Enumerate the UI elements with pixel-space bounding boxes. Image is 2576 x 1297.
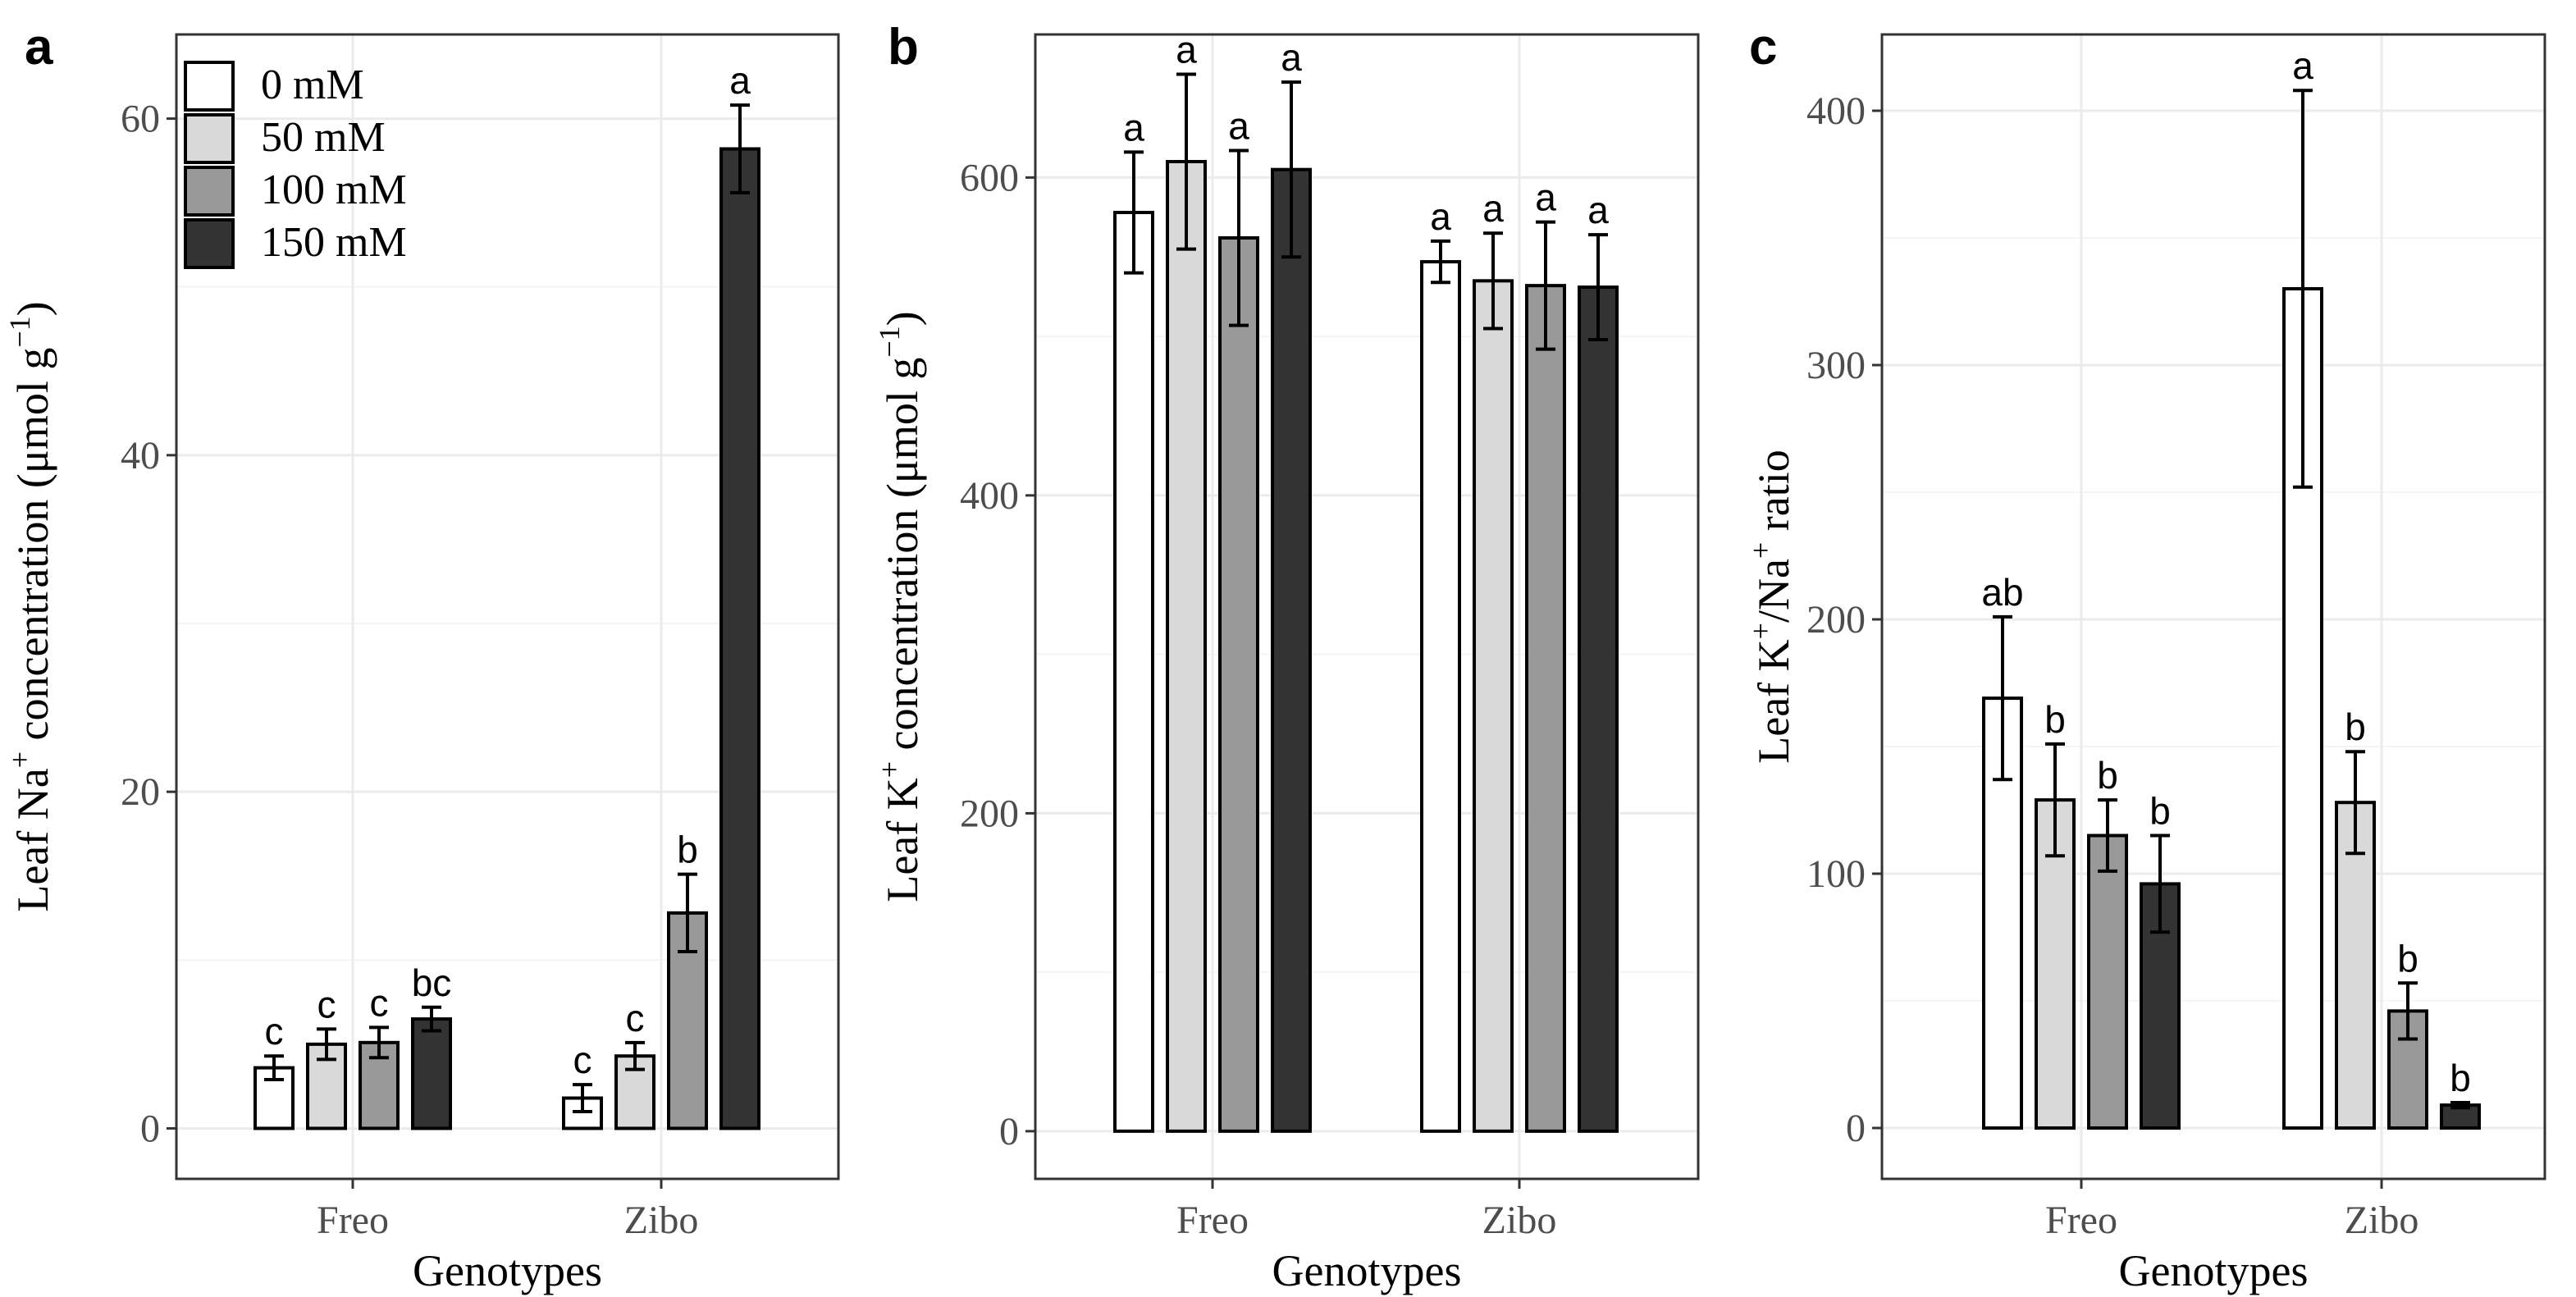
y-axis-title-part: concentration (μmol g [8,348,57,751]
panel-border [175,33,840,1181]
legend-swatch-100mm [184,166,235,217]
y-axis-title-superscript: −1 [873,326,906,357]
significance-letter: b [2450,1057,2471,1099]
significance-letter: b [2044,698,2066,741]
bar-freo-150mm [411,1017,452,1130]
bar-zibo-50mm [2335,801,2376,1130]
x-tick-label: Zibo [2345,1199,2419,1242]
x-tick-label: Zibo [1482,1199,1557,1242]
panel-border [1034,33,1700,1181]
y-axis-title-superscript: + [3,751,36,768]
significance-letter: b [2345,706,2366,748]
bar-freo-50mm [1166,160,1207,1133]
y-tick-label: 0 [999,1110,1019,1153]
y-tick-label: 40 [121,434,160,477]
y-axis-title: Leaf Na+ concentration (μmol g−1) [3,301,57,911]
significance-letter: a [729,59,751,102]
significance-letter: b [2149,790,2171,833]
bar-zibo-150mm [1578,285,1619,1133]
legend-swatch-0mm [184,61,235,112]
y-tick-label: 0 [140,1107,160,1150]
y-axis-title-part: concentration (μmol g [878,358,927,761]
y-axis-title-part: Leaf K [1749,639,1798,763]
x-tick-label: Freo [2045,1199,2117,1242]
legend-swatch-50mm [184,113,235,164]
bar-freo-150mm [1271,167,1312,1133]
bar-freo-0mm [1113,211,1154,1133]
x-axis-title: Genotypes [413,1246,602,1295]
y-axis-title-part: ) [8,301,57,316]
significance-letter: a [2292,44,2313,87]
significance-letter: b [677,829,698,871]
y-tick-label: 200 [960,792,1019,835]
significance-letter: a [1587,189,1609,231]
significance-letter: c [317,983,336,1025]
y-tick-label: 100 [1806,852,1866,896]
x-axis-title: Genotypes [1272,1246,1462,1295]
significance-letter: c [265,1010,284,1053]
y-axis-title-superscript: + [1744,542,1777,559]
legend-label: 0 mM [261,62,364,108]
y-axis-title-part: ) [878,311,927,326]
significance-letter: a [1228,104,1249,147]
y-axis-title-part: Leaf K [878,778,927,902]
significance-letter: c [626,997,645,1039]
x-tick-label: Zibo [624,1199,699,1242]
y-axis-title: Leaf K+ concentration (μmol g−1) [873,311,927,902]
panel-border [1880,33,2546,1181]
y-axis-title-superscript: −1 [3,316,36,347]
y-axis-title-part: Leaf Na [8,768,57,911]
y-tick-label: 600 [960,156,1019,199]
y-axis-title-superscript: + [873,761,906,778]
significance-letter: c [370,981,389,1024]
significance-letter: b [2097,754,2118,797]
x-tick-label: Freo [1176,1199,1249,1242]
panel-label: c [1749,19,1777,75]
y-tick-label: 0 [1846,1107,1866,1150]
panel-label: a [25,19,53,75]
significance-letter: ab [1981,571,2023,614]
y-axis-title-superscript: + [1744,623,1777,639]
bar-zibo-0mm [1420,260,1461,1133]
legend-swatch-150mm [184,218,235,269]
significance-letter: a [1535,176,1556,219]
y-tick-label: 20 [121,770,160,814]
significance-letter: a [1430,195,1451,238]
significance-letter: a [1482,187,1504,230]
legend-label: 50 mM [261,114,386,161]
panel-label: b [888,19,919,75]
significance-letter: bc [412,961,452,1004]
legend: 0 mM 50 mM 100 mM 150 mM [184,61,407,269]
significance-letter: a [1281,36,1302,79]
y-tick-label: 400 [960,474,1019,518]
x-axis-title: Genotypes [2119,1246,2309,1295]
bar-freo-100mm [2087,833,2128,1130]
bar-zibo-150mm [719,147,760,1130]
significance-letter: a [1123,106,1144,148]
significance-letter: c [573,1039,592,1081]
legend-label: 150 mM [261,219,407,266]
y-tick-label: 200 [1806,598,1866,642]
legend-label: 100 mM [261,167,407,213]
significance-letter: b [2397,937,2418,980]
y-axis-title-part: ratio [1749,450,1798,541]
bar-zibo-100mm [1525,284,1566,1133]
x-tick-label: Freo [317,1199,389,1242]
y-tick-label: 400 [1806,89,1866,133]
bar-freo-100mm [1218,236,1259,1133]
y-tick-label: 300 [1806,344,1866,387]
y-axis-title: Leaf K+/Na+ ratio [1744,450,1798,763]
bar-zibo-50mm [1473,279,1514,1133]
y-axis-title-part: /Na [1749,559,1798,623]
y-tick-label: 60 [121,98,160,141]
